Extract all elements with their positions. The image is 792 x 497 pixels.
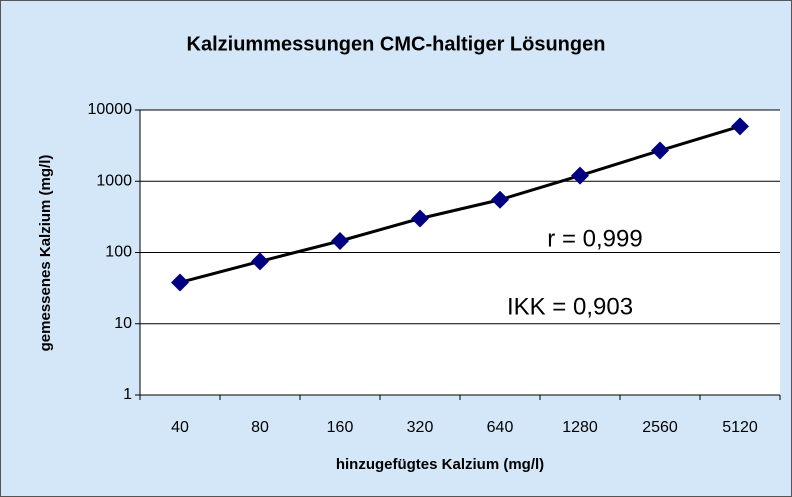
x-tick-label: 40: [171, 419, 189, 436]
series-line: [179, 124, 741, 284]
data-point: [251, 252, 269, 271]
data-point: [731, 117, 749, 136]
chart-title: Kalziummessungen CMC-haltiger Lösungen: [187, 33, 606, 55]
x-tick-label: 5120: [722, 419, 758, 436]
x-axis-label: hinzugefügtes Kalzium (mg/l): [336, 456, 544, 473]
y-tick-label: 10000: [88, 101, 133, 118]
data-point: [171, 273, 189, 292]
y-tick-label: 100: [105, 244, 132, 261]
y-tick-label: 1: [123, 386, 132, 403]
annotation: IKK = 0,903: [507, 293, 633, 320]
x-tick-label: 1280: [562, 419, 598, 436]
data-point: [571, 166, 589, 185]
y-tick-label: 1000: [96, 172, 132, 189]
data-point: [491, 190, 509, 209]
x-tick-label: 80: [251, 419, 269, 436]
data-point: [411, 209, 429, 228]
x-tick-label: 160: [327, 419, 354, 436]
data-point: [331, 232, 349, 251]
x-tick-label: 640: [487, 419, 514, 436]
annotation: r = 0,999: [547, 225, 642, 252]
x-tick-label: 2560: [642, 419, 678, 436]
y-tick-label: 10: [114, 315, 132, 332]
data-point: [651, 141, 669, 160]
x-tick-label: 320: [407, 419, 434, 436]
y-axis-label: gemessenes Kalzium (mg/l): [37, 155, 54, 352]
